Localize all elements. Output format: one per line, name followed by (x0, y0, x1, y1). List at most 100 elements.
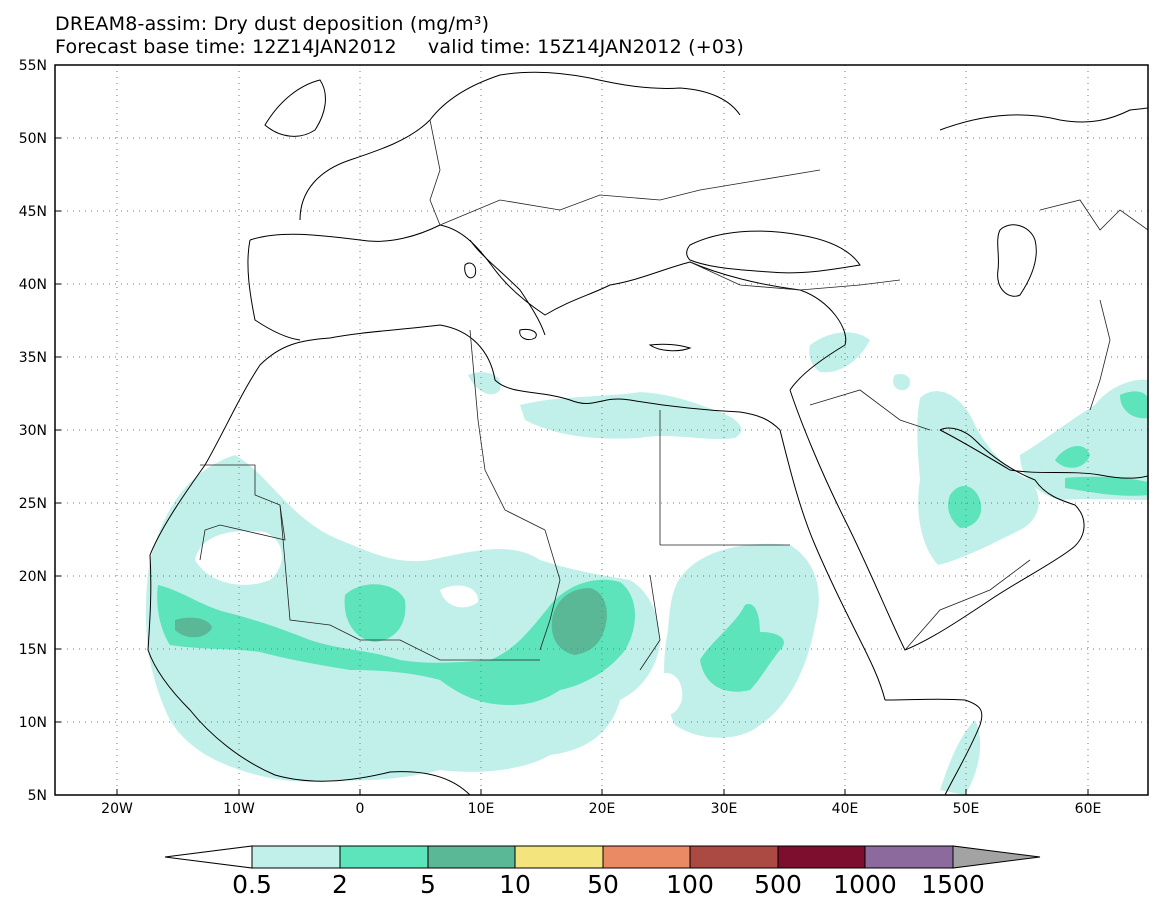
dust-gap-chad-sudan (655, 672, 683, 715)
forecast-time-subtitle: Forecast base time: 12Z14JAN2012 valid t… (55, 36, 745, 58)
lon-label-60e: 60E (1075, 801, 1102, 817)
colorbar-label-50: 50 (587, 870, 619, 899)
longitude-labels: 20W 10W 0 10E 20E 30E 40E 50E 60E (101, 801, 1101, 817)
dust-region-libya-coast (520, 392, 742, 439)
lon-label-20w: 20W (101, 801, 133, 817)
coast-sicily (519, 329, 537, 341)
colorbar-label-2: 2 (332, 870, 348, 899)
coast-arabia (789, 389, 1085, 651)
colorbar-label-100: 100 (666, 870, 714, 899)
lon-label-40e: 40E (832, 801, 859, 817)
coast-west-africa (147, 554, 471, 795)
country-borders (199, 119, 1148, 671)
dust-blob-qatar (948, 485, 982, 528)
dust-gap-mauritania (195, 530, 282, 585)
colorbar-label-500: 500 (754, 870, 802, 899)
colorbar-label-10: 10 (499, 870, 531, 899)
lat-label-10n: 10N (19, 715, 47, 731)
coast-iran (939, 429, 1148, 479)
map-title: DREAM8-assim: Dry dust deposition (mg/m³… (55, 13, 490, 35)
lon-label-30e: 30E (711, 801, 738, 817)
axis-ticks (55, 137, 1089, 795)
border-europe-east (439, 169, 821, 226)
colorbar-box-3 (427, 845, 516, 869)
lon-label-10e: 10E (468, 801, 495, 817)
lon-label-0: 0 (356, 801, 365, 817)
border-mali-niger (279, 504, 361, 641)
border-saudi-yemen (904, 559, 1031, 651)
plot-area (55, 65, 1148, 795)
coast-red-sea-west (779, 429, 886, 701)
dust-region-tunisia (468, 372, 501, 395)
border-chad-sudan (639, 574, 661, 671)
dust-blob-iran-south (1065, 476, 1148, 496)
coast-iberia (247, 239, 301, 341)
dust-blob-iran-north (1120, 391, 1148, 419)
border-niger-chad (539, 529, 561, 651)
dust-blob-mali (344, 584, 406, 642)
lat-label-25n: 25N (19, 496, 47, 512)
coast-mediterranean-islands (464, 262, 477, 279)
lat-label-5n: 5N (28, 788, 47, 804)
coast-caspian (997, 224, 1037, 297)
map-outline-icon (147, 71, 1148, 795)
dust-level-2-region (157, 391, 1148, 705)
colorbar-box-6 (689, 845, 779, 869)
latitude-labels: 55N 50N 45N 40N 35N 30N 25N 20N 15N 10N … (19, 58, 47, 804)
coast-russia-north (939, 107, 1148, 131)
coast-horn (884, 698, 983, 795)
colorbar-box-4 (514, 845, 604, 869)
dust-core-chad (551, 588, 607, 655)
lat-lon-grid (55, 65, 1148, 795)
colorbar-arrow-low (164, 845, 253, 869)
lat-label-55n: 55N (19, 58, 47, 74)
dust-gap-region (195, 530, 683, 715)
dust-core-senegal (175, 617, 212, 638)
coast-africa-north (149, 324, 781, 556)
border-iran-afghanistan (1089, 299, 1111, 411)
lat-label-20n: 20N (19, 569, 47, 585)
lon-label-50e: 50E (953, 801, 980, 817)
border-central-asia (1039, 199, 1148, 231)
colorbar-arrow-high (952, 845, 1041, 869)
colorbar-label-1500: 1500 (921, 870, 985, 899)
border-algeria-libya (469, 329, 546, 531)
coast-british-isles (264, 79, 326, 137)
dust-band-sahel (157, 579, 636, 705)
coast-black-sea (686, 230, 861, 274)
lat-label-35n: 35N (19, 350, 47, 366)
coast-crete (648, 343, 692, 352)
dust-blob-iran-east (1055, 445, 1090, 468)
dust-gap-niger (440, 585, 479, 608)
lat-label-30n: 30N (19, 423, 47, 439)
coast-europe-south (249, 224, 847, 391)
dust-level-3-region (175, 588, 607, 655)
coast-italy (469, 239, 546, 336)
dust-region-arabia-small (893, 373, 911, 391)
coast-europe-north (299, 71, 741, 221)
colorbar-box-2 (339, 845, 429, 869)
border-turkey (689, 261, 901, 291)
dust-region-iraq (809, 332, 870, 373)
colorbar-box-1 (251, 845, 341, 869)
lat-label-50n: 50N (19, 131, 47, 147)
colorbar-box-8 (864, 845, 954, 869)
border-europe-central (429, 119, 441, 226)
lat-label-15n: 15N (19, 642, 47, 658)
border-sahel-south (360, 639, 540, 661)
dust-region-gulf (917, 391, 1039, 565)
colorbar-box-5 (602, 845, 691, 869)
colorbar-label-0-5: 0.5 (232, 870, 272, 899)
border-saudi-iraq (809, 389, 931, 431)
lon-label-20e: 20E (589, 801, 616, 817)
border-mauritania (199, 464, 286, 561)
colorbar: 0.5 2 5 10 50 100 500 1000 1500 (164, 845, 1041, 899)
dust-region-iran (1020, 379, 1148, 500)
colorbar-box-7 (777, 845, 866, 869)
dust-region-horn (940, 720, 981, 795)
lat-label-40n: 40N (19, 277, 47, 293)
lat-label-45n: 45N (19, 204, 47, 220)
dust-blob-sudan (700, 604, 784, 692)
lon-label-10w: 10W (223, 801, 255, 817)
